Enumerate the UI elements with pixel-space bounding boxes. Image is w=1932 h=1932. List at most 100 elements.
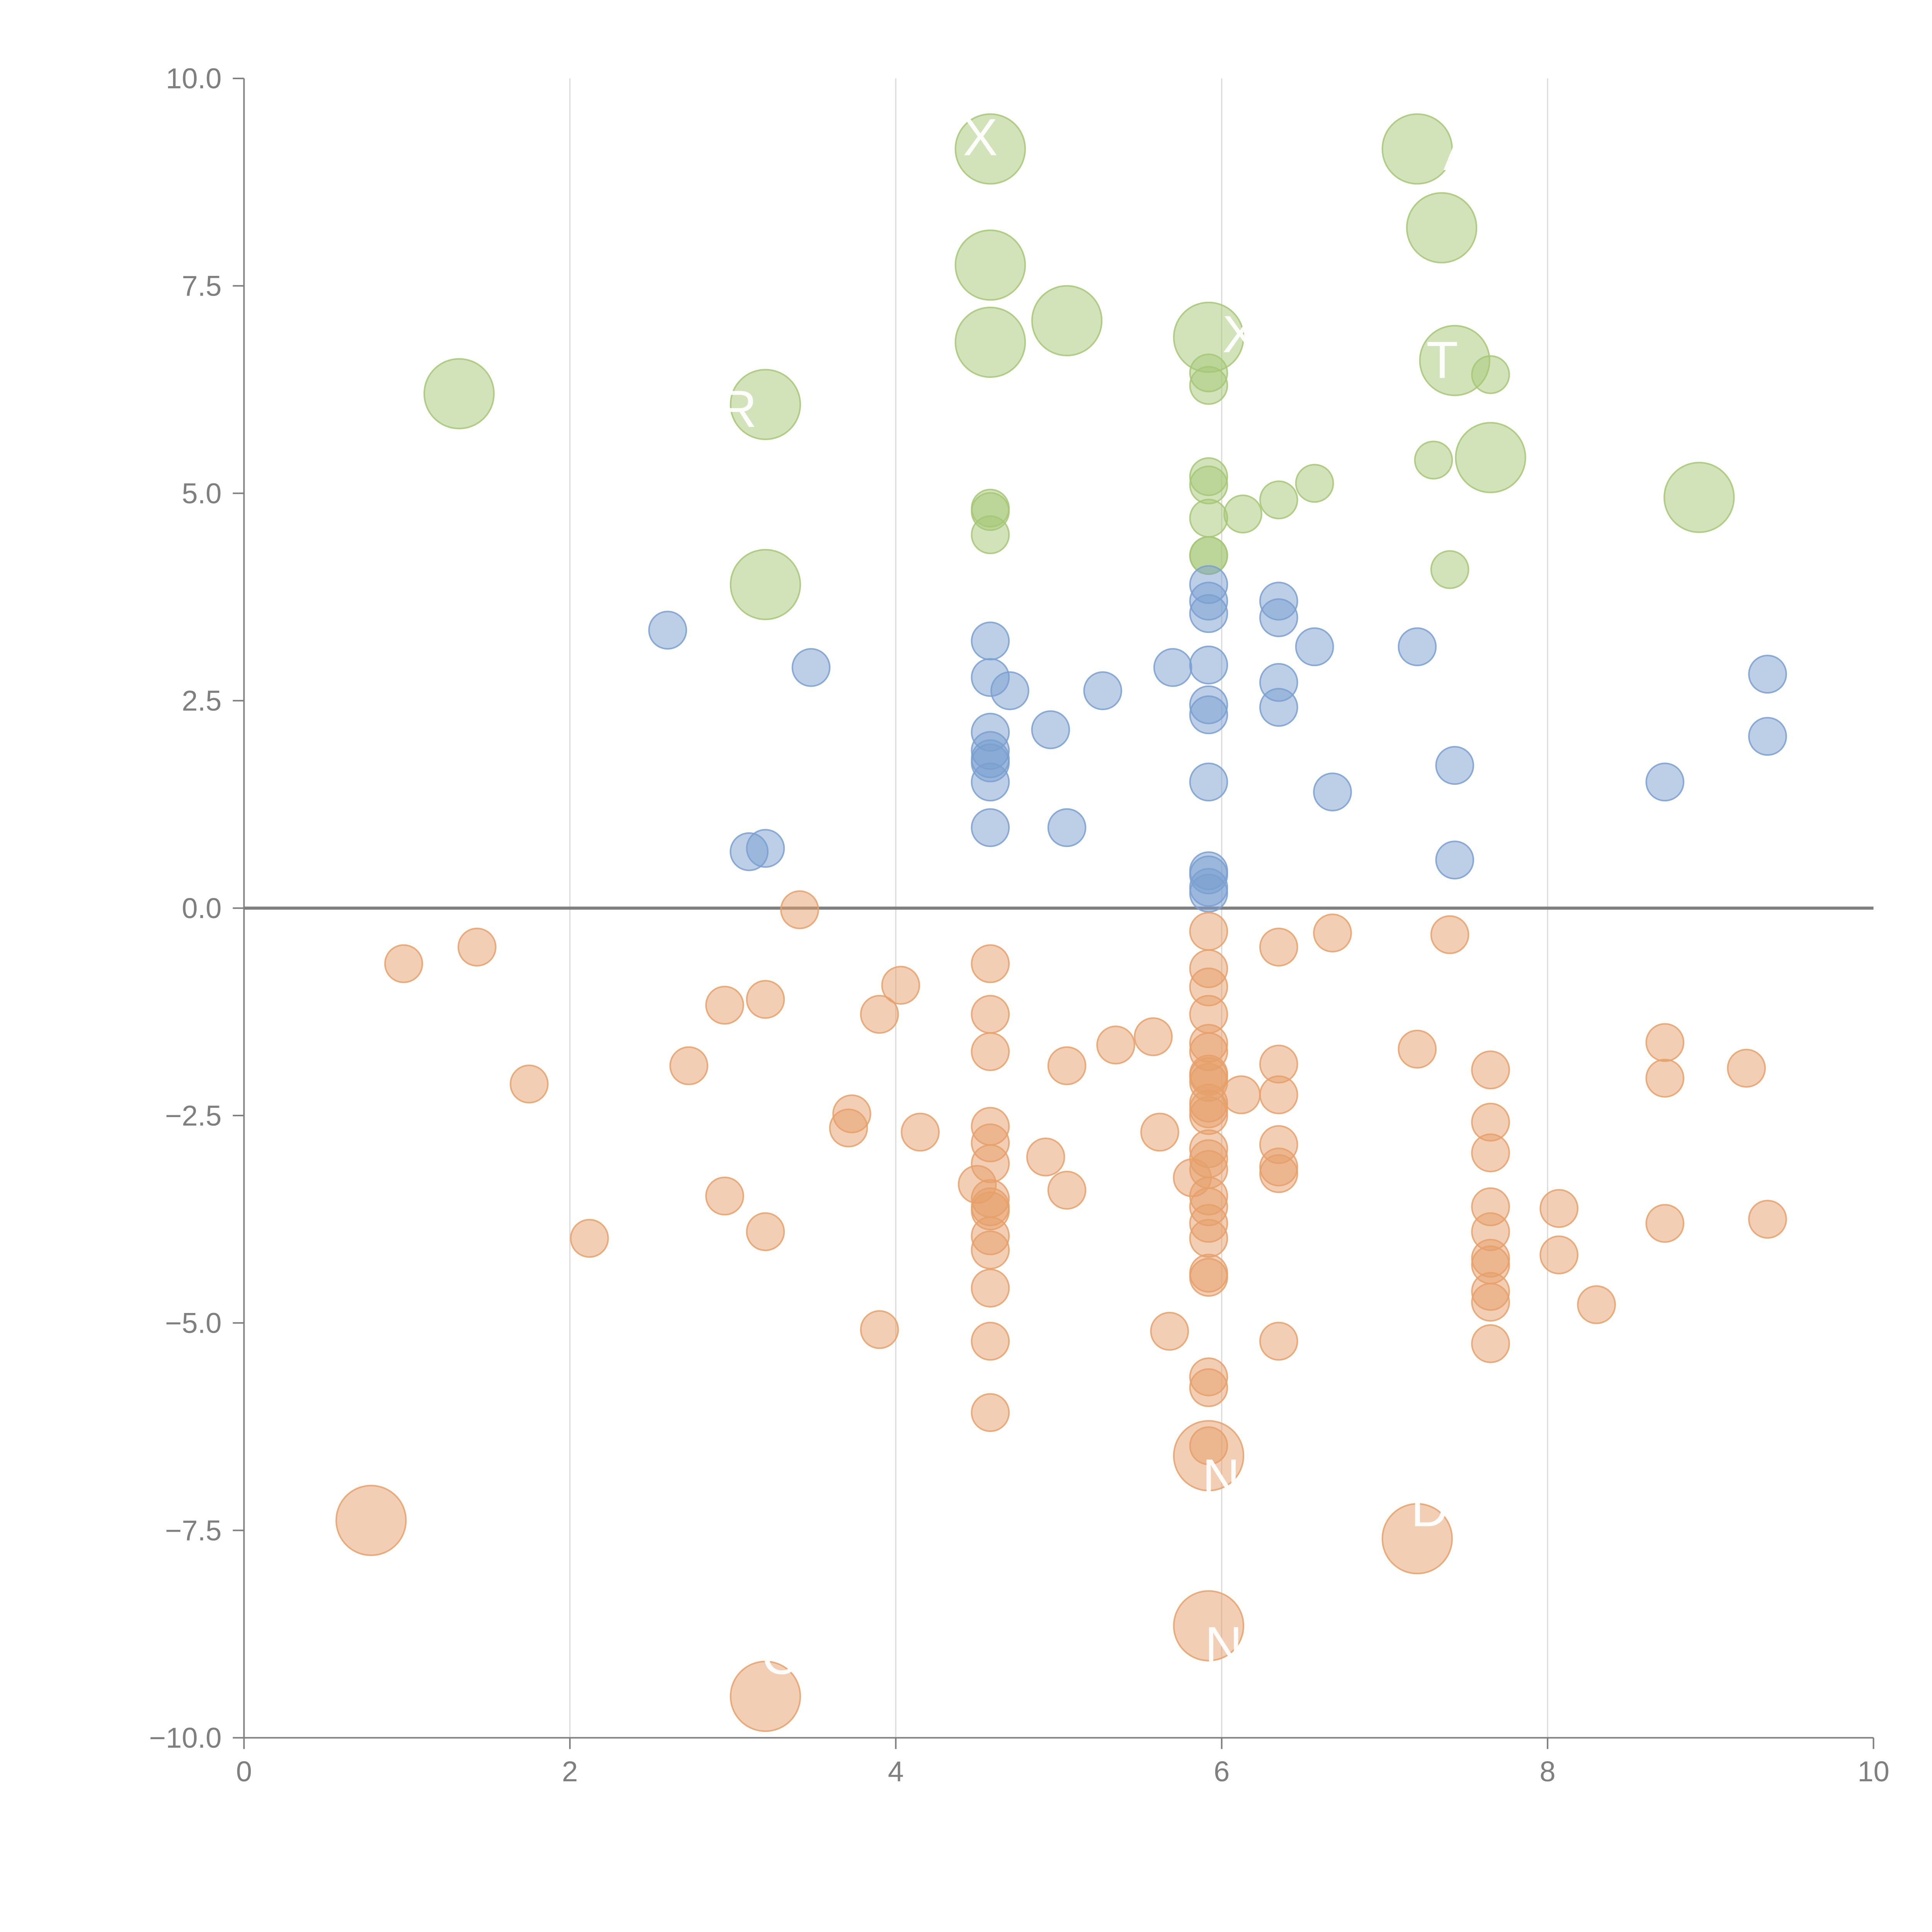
data-point xyxy=(1313,772,1352,811)
data-point xyxy=(1259,688,1298,727)
x-tick-label: 10 xyxy=(1857,1755,1889,1787)
annotation-label: X xyxy=(963,108,998,167)
data-point xyxy=(1096,1026,1135,1065)
data-point xyxy=(1381,1503,1453,1575)
data-point xyxy=(1455,422,1526,493)
data-point xyxy=(335,1485,407,1556)
data-point xyxy=(423,358,495,430)
data-point xyxy=(1539,1189,1578,1228)
data-point xyxy=(1295,464,1334,503)
data-point xyxy=(1189,645,1228,685)
data-point xyxy=(1150,1311,1189,1351)
data-point xyxy=(705,1176,744,1216)
data-point xyxy=(457,927,497,967)
data-point xyxy=(971,808,1010,847)
data-point xyxy=(1189,1219,1228,1258)
data-point xyxy=(1189,762,1228,802)
data-point xyxy=(1406,192,1478,264)
annotation-label: N xyxy=(1205,1616,1243,1674)
data-point xyxy=(570,1219,609,1258)
y-tick-label: −5.0 xyxy=(165,1307,221,1339)
data-point xyxy=(1259,927,1298,967)
annotation-label: T xyxy=(1426,331,1458,389)
data-point xyxy=(860,1310,899,1349)
y-tick-label: 0.0 xyxy=(182,892,221,924)
data-point xyxy=(1645,1204,1685,1243)
data-point xyxy=(1727,1049,1766,1088)
data-point xyxy=(1313,913,1352,952)
data-point xyxy=(730,369,801,440)
data-point xyxy=(1153,648,1192,687)
data-point xyxy=(1539,1235,1578,1275)
data-point xyxy=(954,229,1026,301)
data-point xyxy=(1435,840,1475,879)
data-point xyxy=(881,966,920,1005)
data-point xyxy=(971,1032,1010,1071)
data-point xyxy=(1189,912,1228,951)
data-point xyxy=(730,832,769,871)
annotation-label: D xyxy=(1411,1479,1449,1537)
data-point xyxy=(1222,1075,1261,1114)
data-point xyxy=(780,890,819,929)
data-point xyxy=(1189,498,1228,538)
data-point xyxy=(669,1046,709,1085)
data-point xyxy=(971,1269,1010,1308)
data-point xyxy=(1381,113,1453,185)
y-tick-label: 10.0 xyxy=(166,63,221,95)
data-point xyxy=(384,944,423,983)
data-point xyxy=(1140,1112,1179,1152)
data-point xyxy=(705,986,744,1025)
data-point xyxy=(648,611,687,650)
data-point xyxy=(1189,1368,1228,1407)
data-point xyxy=(1430,550,1469,589)
data-point xyxy=(954,113,1026,185)
data-point xyxy=(1047,808,1087,847)
data-point xyxy=(1419,325,1490,396)
data-point xyxy=(1577,1285,1616,1324)
data-point xyxy=(1471,1133,1510,1172)
data-point xyxy=(1645,762,1685,802)
data-point xyxy=(829,1108,868,1148)
data-point xyxy=(954,306,1026,378)
data-point xyxy=(1189,1096,1228,1135)
data-point xyxy=(1435,746,1475,785)
data-point xyxy=(971,621,1010,661)
annotation-label: R xyxy=(719,380,757,438)
data-point xyxy=(746,980,785,1019)
data-point xyxy=(1173,1420,1245,1492)
data-point xyxy=(1471,1282,1510,1322)
data-point xyxy=(1189,695,1228,735)
data-point xyxy=(1398,627,1437,667)
data-point xyxy=(1031,710,1070,749)
data-point xyxy=(1134,1017,1173,1056)
data-point xyxy=(510,1065,549,1104)
annotations: X A X R T N D N C xyxy=(719,108,1478,1685)
data-point xyxy=(971,515,1010,554)
x-tick-label: 0 xyxy=(236,1755,252,1787)
data-point xyxy=(1026,1138,1065,1177)
annotation-label: X xyxy=(1222,305,1257,364)
data-point xyxy=(1471,1324,1510,1363)
data-point xyxy=(971,1230,1010,1270)
y-tick-label: 2.5 xyxy=(182,685,221,717)
y-tick-label: −10.0 xyxy=(149,1722,221,1754)
data-point xyxy=(1173,1590,1245,1662)
data-point xyxy=(1047,1046,1087,1085)
data-point xyxy=(1259,1321,1298,1361)
data-point xyxy=(1663,462,1735,533)
data-point xyxy=(791,648,831,687)
annotation-label: A xyxy=(1443,123,1478,181)
data-point xyxy=(1259,598,1298,637)
annotation-label: C xyxy=(762,1627,799,1685)
data-point xyxy=(971,1321,1010,1361)
data-points xyxy=(335,113,1787,1732)
data-point xyxy=(1645,1059,1685,1098)
y-tick-label: −7.5 xyxy=(165,1514,221,1546)
data-point xyxy=(730,1660,801,1732)
data-point xyxy=(1047,1170,1087,1210)
data-point xyxy=(1748,655,1787,694)
data-point xyxy=(901,1112,940,1152)
data-point xyxy=(1189,1258,1228,1297)
data-point xyxy=(746,1212,785,1251)
